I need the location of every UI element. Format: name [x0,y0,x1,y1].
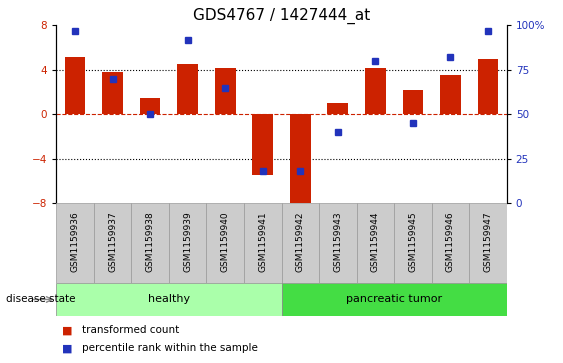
Text: GSM1159937: GSM1159937 [108,211,117,272]
Bar [440,76,461,114]
Text: GSM1159938: GSM1159938 [146,211,155,272]
Text: GSM1159941: GSM1159941 [258,211,267,272]
Text: GSM1159945: GSM1159945 [408,211,417,272]
Bar [56,283,282,316]
Bar [215,68,235,114]
Text: healthy: healthy [148,294,190,305]
Text: GSM1159939: GSM1159939 [183,211,192,272]
Text: GSM1159947: GSM1159947 [484,211,493,272]
Bar [469,203,507,283]
Text: pancreatic tumor: pancreatic tumor [346,294,442,305]
Text: disease state: disease state [6,294,75,305]
Bar [328,103,348,114]
Text: GSM1159940: GSM1159940 [221,211,230,272]
Text: GSM1159942: GSM1159942 [296,211,305,272]
Bar [169,203,207,283]
Bar [207,203,244,283]
Title: GDS4767 / 1427444_at: GDS4767 / 1427444_at [193,8,370,24]
Bar [319,203,356,283]
Text: ■: ■ [62,343,73,354]
Bar [282,203,319,283]
Text: transformed count: transformed count [82,325,179,335]
Bar [477,59,498,114]
Bar [432,203,469,283]
Bar [252,114,273,175]
Bar [94,203,131,283]
Text: ■: ■ [62,325,73,335]
Bar [290,114,311,212]
Bar [102,72,123,114]
Text: GSM1159946: GSM1159946 [446,211,455,272]
Bar [65,57,86,114]
Text: percentile rank within the sample: percentile rank within the sample [82,343,257,354]
Text: GSM1159936: GSM1159936 [70,211,79,272]
Bar [131,203,169,283]
Bar [394,203,432,283]
Bar [56,203,94,283]
Bar [140,98,160,114]
Text: GSM1159944: GSM1159944 [371,211,380,272]
Bar [244,203,282,283]
Bar [177,64,198,114]
Bar [282,283,507,316]
Bar [365,68,386,114]
Text: GSM1159943: GSM1159943 [333,211,342,272]
Bar [356,203,394,283]
Bar [403,90,423,114]
